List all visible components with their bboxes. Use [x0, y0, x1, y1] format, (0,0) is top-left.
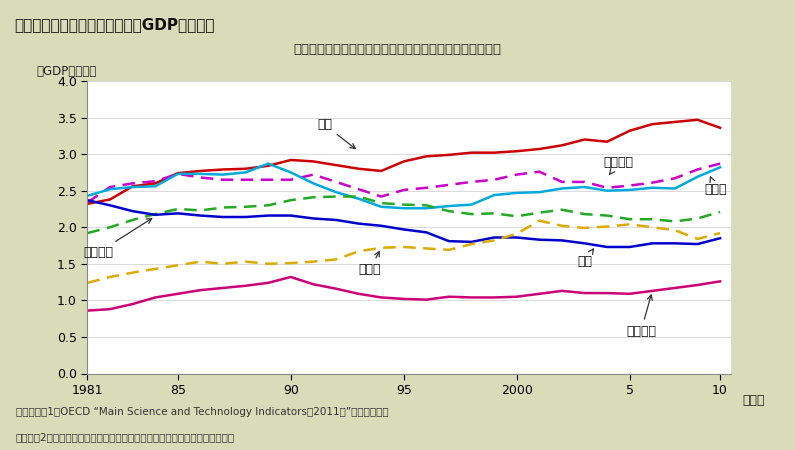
Text: 2．研究開発投賄は、民間企業、政府、大学、研究機関等の実施分。: 2．研究開発投賄は、民間企業、政府、大学、研究機関等の実施分。: [16, 432, 235, 442]
Text: 日本: 日本: [317, 118, 355, 148]
Text: 第１－３－２図　研究開発投賄GDP比の推移: 第１－３－２図 研究開発投賄GDP比の推移: [14, 17, 215, 32]
Text: （年）: （年）: [743, 394, 766, 407]
Text: （GDP比、％）: （GDP比、％）: [36, 65, 96, 78]
Text: カナダ: カナダ: [359, 252, 381, 276]
Text: フランス: フランス: [83, 219, 152, 259]
Text: 我が国の研究開発投賄比率は、主要先進国の中で最も高い: 我が国の研究開発投賄比率は、主要先進国の中で最も高い: [293, 43, 502, 56]
Text: アメリカ: アメリカ: [603, 157, 634, 175]
Text: （備考）　1．OECD “Main Science and Technology Indicators（2011）”により作成。: （備考） 1．OECD “Main Science and Technology…: [16, 407, 389, 417]
Text: ドイツ: ドイツ: [704, 177, 727, 196]
Text: 英国: 英国: [577, 249, 593, 268]
Text: イタリア: イタリア: [626, 295, 656, 338]
